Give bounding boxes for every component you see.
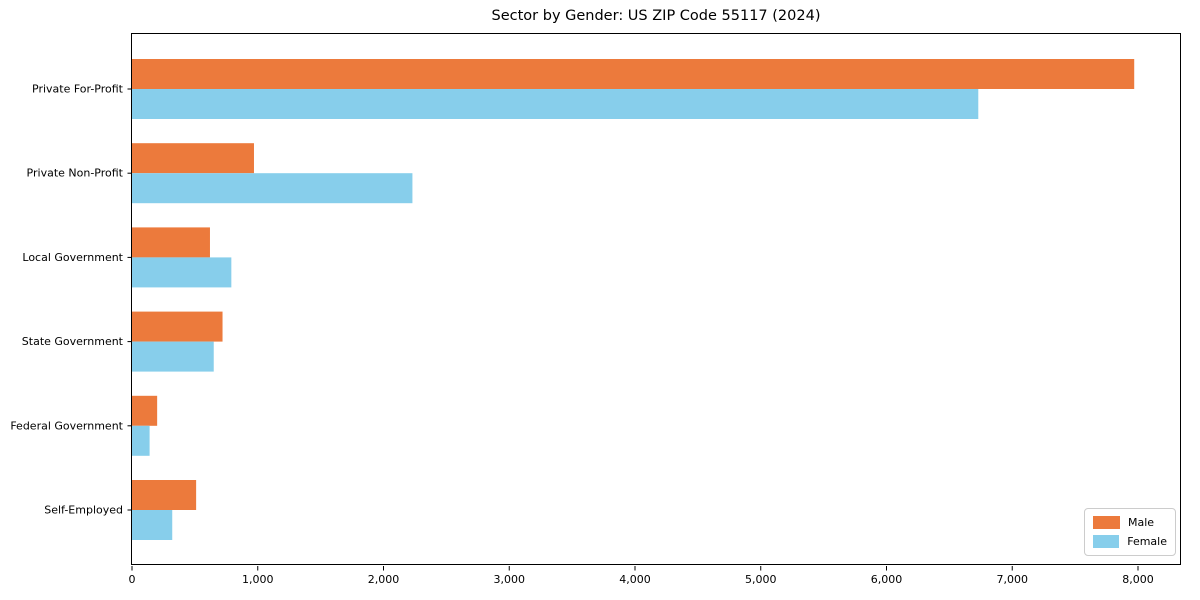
bar-male-0	[132, 59, 1135, 89]
bar-male-3	[132, 311, 223, 342]
y-tick-label-4: Federal Government	[10, 419, 123, 432]
y-tick-label-0: Private For-Profit	[32, 83, 124, 96]
bar-female-2	[132, 257, 232, 288]
x-tick-label-4: 4,000	[619, 573, 651, 586]
bar-female-4	[132, 425, 150, 456]
x-tick-label-2: 2,000	[368, 573, 400, 586]
bar-male-5	[132, 480, 197, 510]
x-tick-label-1: 1,000	[242, 573, 274, 586]
x-tick-label-6: 6,000	[871, 573, 903, 586]
legend: Male Female	[1084, 508, 1176, 556]
y-tick-label-5: Self-Employed	[44, 504, 123, 517]
legend-item-female: Female	[1093, 535, 1167, 548]
y-tick-label-1: Private Non-Profit	[27, 167, 124, 180]
chart-title: Sector by Gender: US ZIP Code 55117 (202…	[491, 8, 821, 24]
bar-male-2	[132, 227, 210, 258]
plot-area: Private For-Profit Private Non-Profit Loca…	[10, 33, 1181, 586]
y-tick-label-2: Local Government	[22, 251, 123, 264]
y-tick-label-3: State Government	[22, 335, 124, 348]
bar-male-4	[132, 395, 158, 426]
bar-female-1	[132, 173, 413, 204]
bars-canvas: Private For-Profit Private Non-Profit Loca…	[10, 59, 1154, 586]
x-tick-label-3: 3,000	[493, 573, 524, 586]
legend-item-male: Male	[1093, 516, 1167, 529]
x-tick-label-8: 8,000	[1122, 573, 1154, 586]
female-legend-swatch	[1093, 535, 1120, 548]
bar-female-5	[132, 510, 173, 540]
bar-male-1	[132, 143, 254, 174]
bar-female-0	[132, 89, 979, 119]
x-tick-label-0: 0	[129, 573, 136, 586]
male-legend-label: Male	[1128, 516, 1155, 529]
x-tick-label-7: 7,000	[996, 573, 1028, 586]
male-legend-swatch	[1093, 516, 1120, 529]
bar-female-3	[132, 341, 214, 372]
x-tick-label-5: 5,000	[745, 573, 777, 586]
female-legend-label: Female	[1127, 535, 1167, 548]
